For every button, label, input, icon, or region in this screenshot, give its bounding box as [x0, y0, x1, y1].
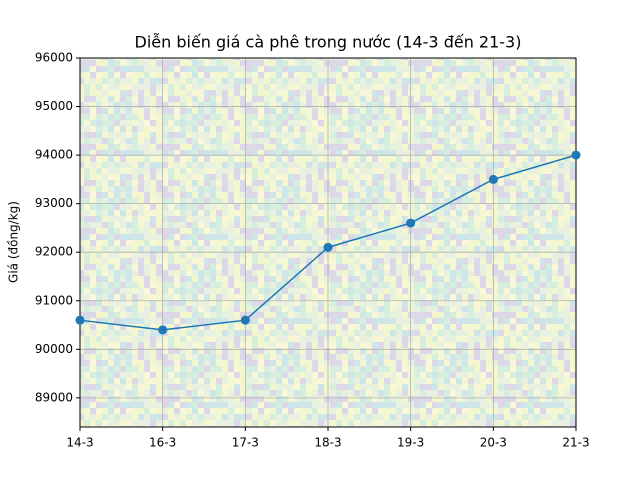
plot-frame	[79, 57, 577, 428]
marker	[75, 315, 85, 325]
x-tick-label: 17-3	[232, 436, 259, 450]
y-tick-label: 94000	[35, 148, 73, 162]
x-tick-label: 21-3	[562, 436, 589, 450]
x-tick-label: 19-3	[397, 436, 424, 450]
y-tick-label: 89000	[35, 390, 73, 404]
marker	[323, 242, 333, 252]
y-tick-label: 96000	[35, 51, 73, 65]
y-tick-label: 93000	[35, 196, 73, 210]
marker	[240, 315, 250, 325]
x-tick-label: 20-3	[480, 436, 507, 450]
x-tick-label: 18-3	[314, 436, 341, 450]
y-axis-label: Giá (đồng/kg)	[7, 201, 21, 283]
y-tick-label: 92000	[35, 245, 73, 259]
marker	[406, 218, 416, 228]
chart-title: Diễn biến giá cà phê trong nước (14-3 đế…	[135, 33, 522, 52]
y-tick-label: 90000	[35, 342, 73, 356]
x-tick-label: 14-3	[66, 436, 93, 450]
marker	[571, 150, 581, 160]
x-tick-label: 16-3	[149, 436, 176, 450]
y-tick-label: 95000	[35, 99, 73, 113]
y-tick-label: 91000	[35, 293, 73, 307]
marker	[158, 325, 168, 335]
marker	[488, 174, 498, 184]
